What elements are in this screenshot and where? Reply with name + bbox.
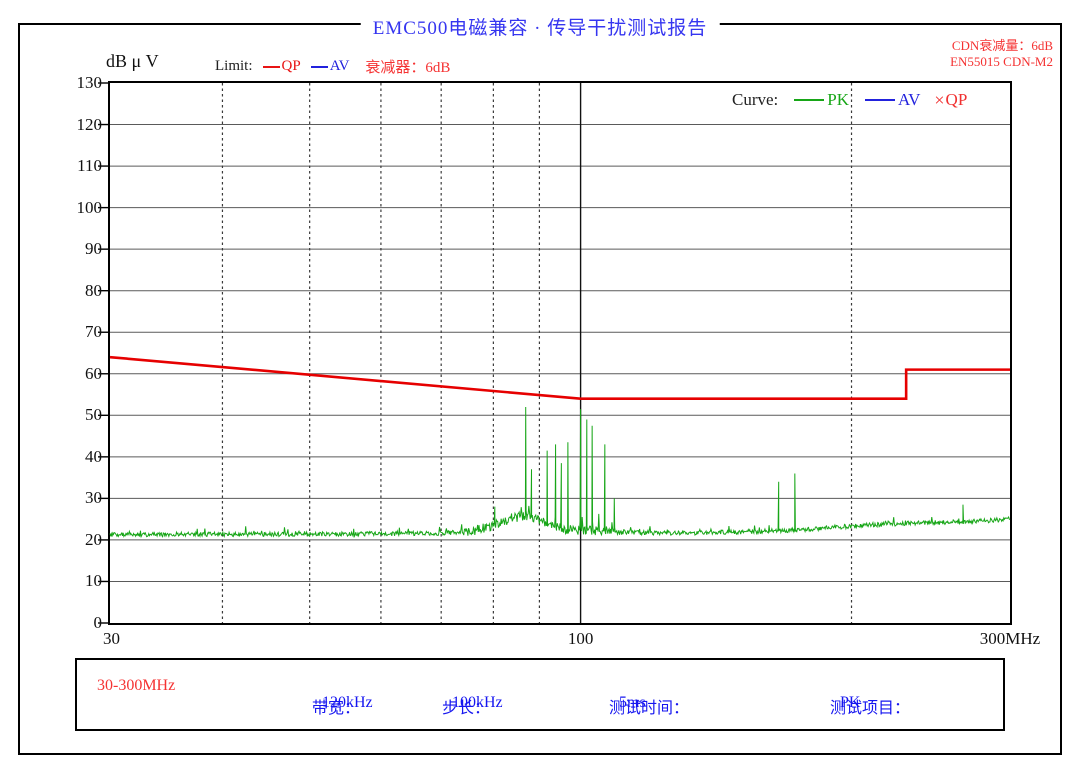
test-time-label: 测试时间：: [609, 700, 690, 717]
curve-legend: Curve: PK AV × QP: [732, 90, 967, 110]
frequency-range-label: 30-300MHz: [97, 677, 176, 694]
emc-chart: [98, 82, 1011, 624]
y-axis-tick-label: 10: [85, 571, 102, 591]
test-item-value: PK: [840, 694, 861, 711]
step-label: 步长：: [442, 700, 491, 717]
limit-av-line-icon: [310, 65, 328, 68]
limit-legend: Limit: QP AV 衰减器：6dB: [215, 56, 450, 77]
curve-legend-label: Curve:: [732, 90, 779, 109]
standard-note: EN55015 CDN-M2: [950, 54, 1053, 69]
y-axis-tick-label: 90: [85, 239, 102, 259]
curve-av-line-icon: [865, 99, 896, 101]
test-notes: CDN衰减量：6dB EN55015 CDN-M2: [950, 38, 1053, 70]
x-axis-tick-label: 30: [103, 629, 120, 648]
y-axis-tick-label: 0: [93, 613, 103, 632]
y-axis-tick-label: 100: [76, 197, 103, 217]
y-axis-tick-label: 70: [85, 322, 102, 342]
x-axis-tick-label: 100: [567, 629, 594, 648]
bandwidth-value: 120kHz: [322, 694, 373, 711]
x-axis-tick-label: 300MHz: [979, 629, 1041, 648]
y-axis-tick-label: 80: [85, 280, 102, 300]
limit-av-label: AV: [329, 58, 350, 74]
y-axis-tick-label: 60: [85, 363, 102, 383]
y-axis-tick-label: 30: [85, 488, 102, 508]
report-title: EMC500电磁兼容 · 传导干扰测试报告: [360, 13, 720, 40]
qp-limit-line: [109, 355, 1010, 400]
curve-qp-label: QP: [945, 90, 968, 109]
y-axis-tick-label: 40: [85, 446, 102, 466]
cdn-attenuation-note: CDN衰减量：6dB: [951, 38, 1053, 53]
y-axis-tick-label: 110: [77, 156, 102, 176]
curve-pk-line-icon: [794, 99, 825, 101]
limit-legend-label: Limit:: [215, 58, 253, 74]
y-axis-tick-label: 20: [85, 529, 102, 549]
bandwidth-label: 带宽：: [312, 700, 361, 717]
test-time-value: 5ms: [619, 694, 646, 711]
y-axis-tick-label: 50: [85, 405, 102, 425]
plot-area: [98, 81, 1012, 625]
curve-av-label: AV: [898, 90, 921, 109]
limit-qp-line-icon: [262, 65, 280, 68]
test-parameters-box: 30-300MHz 带宽： 120kHz 步长： 100kHz 测试时间： 5ms 测…: [75, 658, 1005, 731]
curve-pk-label: PK: [827, 90, 850, 109]
attenuator-note: 衰减器：6dB: [365, 60, 451, 76]
pk-trace: [109, 406, 1011, 539]
curve-qp-cross-icon: ×: [934, 90, 945, 110]
y-axis-tick-label: 120: [76, 114, 103, 134]
step-value: 100kHz: [452, 694, 503, 711]
y-axis-unit-label: dB μ V: [106, 51, 159, 71]
test-item-label: 测试项目：: [830, 700, 911, 717]
limit-qp-label: QP: [281, 58, 301, 74]
y-axis-tick-label: 130: [76, 73, 103, 92]
